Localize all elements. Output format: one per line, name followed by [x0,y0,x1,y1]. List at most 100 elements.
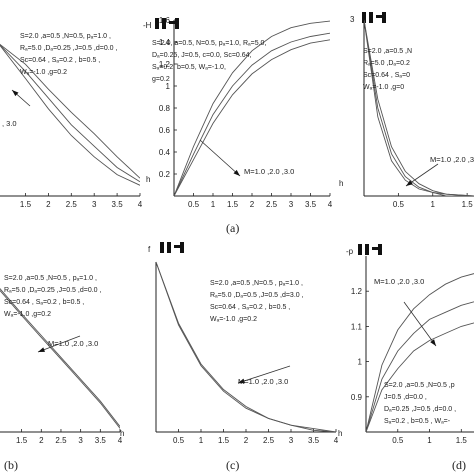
y-tick-label: 0.8 [159,104,171,113]
annotation-arrow-line [237,365,291,384]
axis-mark-icon [358,244,362,255]
x-tick-label: 0.5 [393,200,405,209]
x-axis-label: h [338,429,342,438]
x-tick-label: 1.5 [456,436,468,445]
annotation-arrowhead [12,90,19,97]
x-tick-label: 3 [289,200,294,209]
series-line [0,43,140,179]
parameter-text: S=2.0, a=0.5, N=0.5, pₐ=1.0, Rₐ=5.0, [152,40,266,47]
annotation-label: M=1.0 ,2.0 ,3.0 [48,339,98,348]
axis-mark-icon [162,18,166,29]
series-line [366,273,474,432]
x-tick-label: 0.5 [188,200,200,209]
y-tick-label: 1 [358,358,363,367]
parameter-text: Sᴄ=0.64 , Sₐ=0 [363,72,410,79]
parameter-text: Dₐ=0.25 ,J=0.5 ,d=0.0 , [384,406,456,413]
axis-mark-icon [382,12,386,23]
parameter-text: Wₐ=-1.0 ,g=0.2 [20,69,67,76]
parameter-text: S=2.0 ,a=0.5 ,N=0.5 , pₐ=1.0 , [210,280,303,287]
parameter-text: Rₐ=5.0 ,Dₐ=0.25 ,J=0.5 ,d=0.0 , [4,287,101,294]
x-tick-label: 3 [289,436,294,445]
axis-mark-icon [155,18,159,29]
x-tick-label: 1.5 [20,200,32,209]
x-axis-label: h [339,179,343,188]
x-tick-label: 1 [431,200,436,209]
x-tick-label: 3 [92,200,97,209]
axis-mark-icon [365,244,369,255]
annotation-arrowhead [406,180,413,186]
x-tick-label: 1.5 [462,200,474,209]
y-tick-label: 1.1 [351,322,363,331]
annotation-label: M=1.0 ,2.0 ,3.0 [430,155,474,164]
parameter-text: S=2.0 ,a=0.5 ,N [363,48,412,55]
annotation-arrowhead [238,378,245,384]
axis-mark-icon [372,247,382,250]
annotation-arrowhead [430,339,436,346]
axis-mark-icon [369,12,373,23]
caption-b: (b) [4,458,18,472]
y-axis-label: -p [346,247,354,256]
annotation-arrowhead [38,347,45,352]
parameter-text: Dₐ=0.25, J=0.5, c=0.0, Sᴄ=0.64, [152,52,252,59]
annotation-label: , 3.0 [2,119,17,128]
series-line [0,288,120,427]
x-tick-label: 3.5 [308,436,320,445]
series-line [0,44,140,186]
x-axis-label: h [146,175,150,184]
x-tick-label: 2 [39,436,44,445]
y-axis-label: 3 [350,15,355,24]
x-tick-label: 4 [138,200,143,209]
annotation-arrowhead [233,169,240,176]
y-axis-label: -H [143,21,152,30]
chart-b: 1.5 2 2.5 3 3.5 4h S=2.0 ,a=0.5 ,N=0.5 , pₐ=1.… [0,275,124,445]
axis-mark-icon [175,18,179,29]
caption-a: (a) [226,221,240,235]
axis-mark-icon [376,15,386,18]
parameter-text: g=0.2 [152,76,170,83]
x-tick-label: 1 [427,436,432,445]
parameter-text: Wₐ=-1.0 ,g=0.2 [4,311,51,318]
series-line [0,44,140,183]
series-line [364,19,474,196]
x-tick-label: 0.5 [392,436,404,445]
parameter-text: S=2.0 ,a=0.5 ,N=0.5 ,p [384,382,455,389]
chart-d: 0.5 1 1.5 0.9 1 1.1 1.2 -p S=2.0 ,a=0.5 ,N=0.5 ,… [346,244,474,445]
annotation-arrow-line [403,301,437,347]
annotation-label: M=1.0 ,2.0 ,3.0 [238,377,288,386]
annotation-label: M=1.0 ,2.0 ,3.0 [374,277,424,286]
x-tick-label: 1 [211,200,216,209]
y-tick-label: 0.4 [159,148,171,157]
axis-mark-icon [180,242,184,253]
x-axis-label: h [120,429,124,438]
parameter-text: Wₐ=-1.0 ,g=0 [363,84,404,91]
x-tick-label: 1 [199,436,204,445]
y-tick-label: 1.2 [159,60,171,69]
series-line [174,32,330,196]
parameter-text: Wₐ=-1.0 ,g=0.2 [210,316,257,323]
axis-mark-icon [160,242,164,253]
parameter-text: S=2.0 ,a=0.5 ,N=0.5, pₐ=1.0 , [20,33,111,40]
axis-mark-icon [167,242,171,253]
axis-mark-icon [169,21,179,24]
annotation-label: M=1.0 ,2.0 ,3.0 [244,167,294,176]
y-tick-label: 0.9 [351,393,363,402]
x-tick-label: 2 [250,200,255,209]
caption-d: (d) [452,458,466,472]
parameter-text: Sᴄ=0.64 , Sₐ=0.2 , b=0.5 , [4,299,84,306]
series-line [174,39,330,196]
x-tick-label: 0.5 [173,436,185,445]
x-tick-label: 4 [334,436,339,445]
parameter-text: Rₐ=5.0 ,Dₐ=0.2 [363,60,410,67]
y-axis-label: f [148,245,151,254]
parameter-text: Sᴄ=0.64 , Sₐ=0.2 , b=0.5 , [210,304,290,311]
y-tick-label: 1.4 [159,38,171,47]
chart-a2: 0.511.522.533.540.20.40.60.811.21.41.6h-… [143,16,343,209]
x-tick-label: 3 [78,436,83,445]
parameter-text: Sₐ=0.2, b=0.5, Wₐ=-1.0, [152,64,226,71]
x-tick-label: 1.5 [227,200,239,209]
parameter-text: J=0.5 ,d=0.0 , [384,394,427,401]
x-tick-label: 3.5 [95,436,107,445]
parameter-text: S=2.0 ,a=0.5 ,N=0.5 , pₐ=1.0 , [4,275,97,282]
y-tick-label: 1 [166,82,171,91]
